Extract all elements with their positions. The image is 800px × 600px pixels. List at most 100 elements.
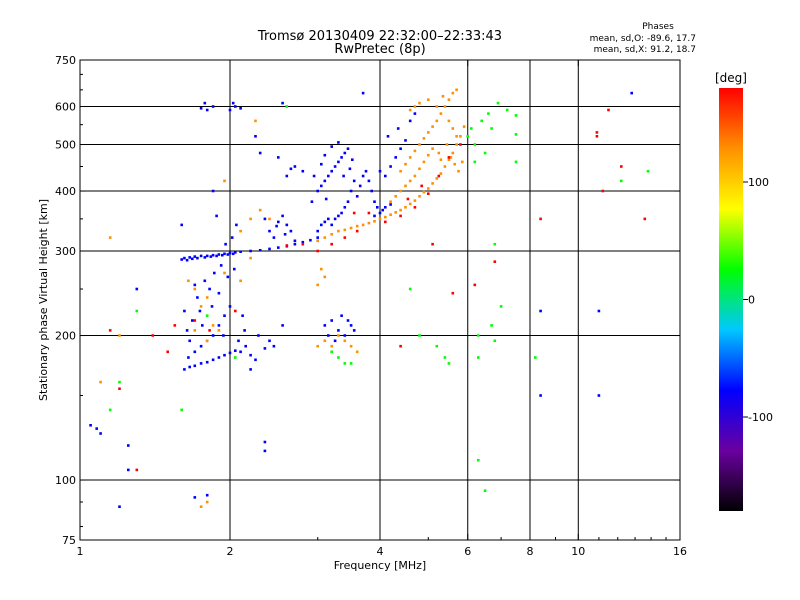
data-point [447, 156, 451, 159]
data-point [187, 356, 190, 359]
data-point [277, 220, 280, 224]
data-point [462, 125, 466, 128]
data-point [437, 174, 441, 178]
data-point [487, 112, 490, 115]
data-point [496, 101, 500, 105]
data-point [320, 162, 323, 166]
data-point [187, 279, 190, 283]
data-point [263, 440, 267, 444]
data-point [188, 339, 191, 343]
stats-heading: Phases [642, 22, 674, 32]
data-point [373, 220, 376, 223]
data-point [349, 226, 353, 230]
data-point [228, 251, 232, 255]
data-point [211, 334, 215, 337]
data-point [351, 158, 354, 161]
data-point [263, 217, 267, 221]
data-point [337, 356, 340, 359]
data-point [435, 119, 439, 123]
data-point [231, 101, 235, 105]
data-point [447, 158, 451, 161]
data-point [418, 195, 421, 198]
data-point [327, 334, 330, 337]
data-point [118, 334, 121, 337]
data-point [316, 189, 319, 193]
data-point [443, 165, 447, 168]
data-point [352, 211, 356, 215]
data-point [108, 236, 112, 239]
data-point [349, 324, 353, 327]
data-point [239, 250, 242, 253]
data-point [595, 131, 599, 134]
data-point [499, 305, 503, 308]
stats-line-x: mean, sd,X: 91.2, 18.7 [594, 45, 696, 55]
data-point [493, 242, 497, 246]
data-point [367, 179, 371, 183]
data-point [127, 468, 130, 472]
data-point [118, 380, 121, 384]
colorbar-tick-label: -100 [748, 411, 773, 424]
data-point [249, 249, 252, 253]
data-point [323, 220, 327, 224]
data-point [404, 184, 407, 188]
data-point [211, 253, 215, 257]
data-point [166, 350, 169, 354]
data-point [221, 253, 224, 257]
data-point [399, 169, 402, 173]
data-point [389, 203, 392, 206]
data-point [437, 151, 441, 155]
data-point [203, 256, 207, 259]
data-point [620, 179, 623, 183]
data-point [193, 287, 197, 291]
data-point [459, 143, 462, 146]
data-point [199, 344, 203, 348]
data-point [361, 223, 365, 227]
data-point [441, 95, 445, 98]
data-point [451, 291, 455, 295]
data-point [431, 125, 434, 128]
data-point [234, 251, 237, 254]
data-point [230, 236, 234, 239]
data-point [431, 147, 434, 150]
data-point [431, 182, 434, 185]
data-point [346, 319, 350, 322]
data-point [263, 449, 267, 453]
data-point [237, 339, 240, 343]
data-point [312, 174, 316, 178]
data-point [323, 275, 327, 279]
data-point [135, 309, 139, 313]
data-point [213, 271, 216, 275]
data-point [205, 254, 209, 258]
data-point [447, 98, 451, 101]
data-point [191, 257, 194, 261]
data-point [199, 254, 203, 258]
y-tick-label: 400 [55, 185, 76, 198]
data-point [316, 283, 319, 287]
data-point [343, 362, 347, 365]
data-point [205, 339, 209, 343]
x-tick-label: 2 [227, 545, 234, 558]
data-point [443, 356, 447, 359]
data-point [108, 408, 112, 412]
data-point [277, 156, 280, 159]
data-point [289, 229, 293, 233]
data-point [234, 349, 237, 352]
data-point [323, 179, 327, 183]
data-point [595, 135, 599, 138]
y-tick-label: 300 [55, 245, 76, 258]
data-point [447, 119, 451, 123]
data-point [301, 169, 305, 173]
data-point [180, 258, 183, 261]
data-point [183, 368, 186, 371]
data-point [439, 172, 443, 175]
data-point [268, 217, 271, 221]
data-point [361, 91, 365, 95]
data-point [378, 211, 382, 215]
data-point [228, 305, 232, 308]
data-point [217, 324, 221, 327]
data-point [277, 246, 280, 249]
y-tick-labels: 75 100 200 300 400 500 600 750 [55, 54, 76, 547]
data-point [384, 215, 387, 219]
data-point [223, 314, 226, 317]
data-point [327, 217, 330, 221]
